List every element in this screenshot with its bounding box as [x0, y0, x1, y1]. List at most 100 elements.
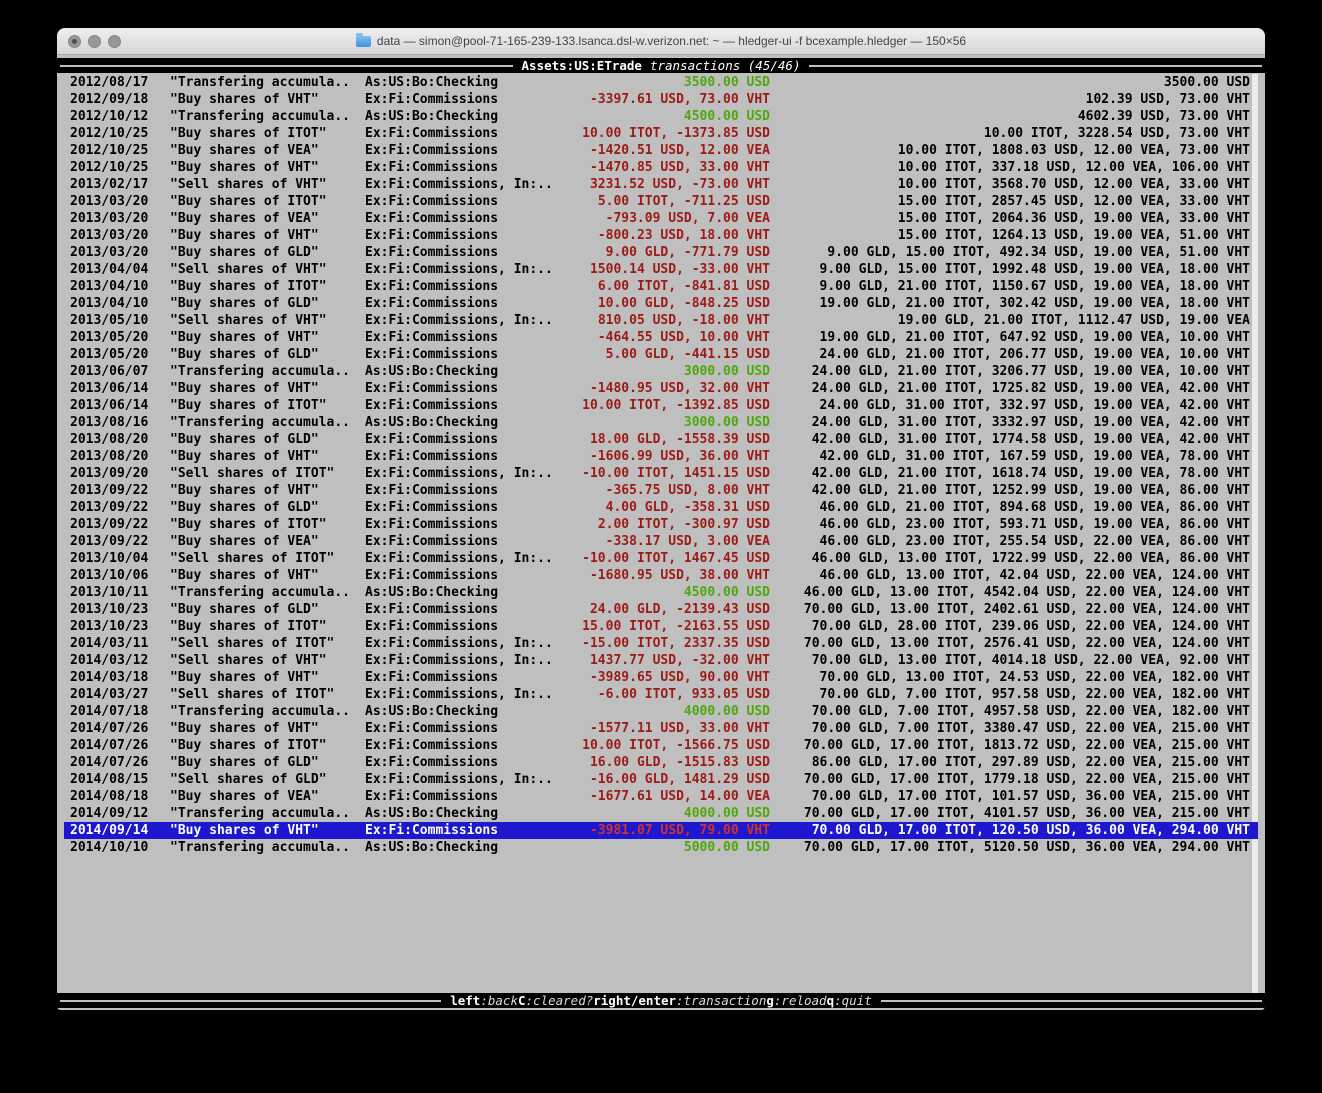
- txn-balance: 10.00 ITOT, 337.18 USD, 12.00 VEA, 106.0…: [897, 160, 1250, 175]
- txn-accounts: Ex:Fi:Commissions, In:..: [365, 177, 553, 192]
- txn-accounts: Ex:Fi:Commissions: [365, 568, 499, 583]
- transaction-row[interactable]: 2013/04/04 "Sell shares of VHT" Ex:Fi:Comm…: [64, 261, 1258, 278]
- transaction-row[interactable]: 2013/03/20 "Buy shares of VEA" Ex:Fi:Commi…: [64, 210, 1258, 227]
- txn-accounts: Ex:Fi:Commissions: [365, 602, 499, 617]
- txn-balance: 70.00 GLD, 17.00 ITOT, 120.50 USD, 36.00…: [811, 823, 1250, 838]
- transaction-row[interactable]: 2014/10/10 "Transfering accumula.. As:US:B…: [64, 839, 1258, 856]
- txn-date: 2013/09/20: [70, 466, 149, 481]
- txn-balance: 3500.00 USD: [1163, 75, 1250, 90]
- transaction-row[interactable]: 2013/03/20 "Buy shares of GLD" Ex:Fi:Commi…: [64, 244, 1258, 261]
- transaction-row[interactable]: 2014/03/12 "Sell shares of VHT" Ex:Fi:Comm…: [64, 652, 1258, 669]
- txn-change: 5.00 ITOT, -711.25 USD: [597, 194, 770, 209]
- transaction-row[interactable]: 2013/08/16 "Transfering accumula.. As:US:B…: [64, 414, 1258, 431]
- txn-date: 2012/10/25: [70, 143, 149, 158]
- minimize-button[interactable]: [88, 35, 101, 48]
- transaction-list: 2012/08/17 "Transfering accumula.. As:US:B…: [64, 74, 1258, 856]
- txn-balance: 70.00 GLD, 13.00 ITOT, 2402.61 USD, 22.0…: [803, 602, 1250, 617]
- txn-description: "Transfering accumula..: [170, 806, 351, 821]
- txn-accounts: As:US:Bo:Checking: [365, 704, 499, 719]
- txn-date: 2012/10/12: [70, 109, 149, 124]
- txn-date: 2013/03/20: [70, 228, 149, 243]
- transaction-row[interactable]: 2013/09/22 "Buy shares of ITOT" Ex:Fi:Comm…: [64, 516, 1258, 533]
- key-hint-desc: :reload: [773, 993, 827, 1008]
- transaction-row[interactable]: 2013/10/23 "Buy shares of ITOT" Ex:Fi:Comm…: [64, 618, 1258, 635]
- transaction-row[interactable]: 2012/08/17 "Transfering accumula.. As:US:B…: [64, 74, 1258, 91]
- transaction-row[interactable]: 2013/09/22 "Buy shares of VHT" Ex:Fi:Commi…: [64, 482, 1258, 499]
- txn-accounts: Ex:Fi:Commissions: [365, 194, 499, 209]
- txn-accounts: Ex:Fi:Commissions, In:..: [365, 551, 553, 566]
- window-titlebar: data — simon@pool-71-165-239-133.lsanca.…: [57, 28, 1265, 55]
- transaction-row[interactable]: 2013/05/10 "Sell shares of VHT" Ex:Fi:Comm…: [64, 312, 1258, 329]
- transaction-row[interactable]: 2013/10/04 "Sell shares of ITOT" Ex:Fi:Com…: [64, 550, 1258, 567]
- transaction-row[interactable]: 2013/10/23 "Buy shares of GLD" Ex:Fi:Commi…: [64, 601, 1258, 618]
- txn-accounts: Ex:Fi:Commissions: [365, 738, 499, 753]
- transaction-row[interactable]: 2014/07/26 "Buy shares of ITOT" Ex:Fi:Comm…: [64, 737, 1258, 754]
- transaction-row[interactable]: 2013/05/20 "Buy shares of GLD" Ex:Fi:Commi…: [64, 346, 1258, 363]
- transaction-row[interactable]: 2014/08/18 "Buy shares of VEA" Ex:Fi:Commi…: [64, 788, 1258, 805]
- close-button[interactable]: [68, 35, 81, 48]
- txn-change: -10.00 ITOT, 1467.45 USD: [582, 551, 770, 566]
- txn-description: "Sell shares of VHT": [170, 177, 327, 192]
- transaction-row[interactable]: 2014/09/14 "Buy shares of VHT" Ex:Fi:Commi…: [64, 822, 1258, 839]
- terminal-window: data — simon@pool-71-165-239-133.lsanca.…: [57, 28, 1265, 1010]
- transaction-row[interactable]: 2012/10/12 "Transfering accumula.. As:US:B…: [64, 108, 1258, 125]
- transaction-row[interactable]: 2012/10/25 "Buy shares of VEA" Ex:Fi:Commi…: [64, 142, 1258, 159]
- transaction-row[interactable]: 2013/10/06 "Buy shares of VHT" Ex:Fi:Commi…: [64, 567, 1258, 584]
- window-title-text: data — simon@pool-71-165-239-133.lsanca.…: [376, 34, 967, 48]
- screen-mode-label: transactions (45/46): [649, 58, 801, 73]
- txn-description: "Buy shares of ITOT": [170, 619, 327, 634]
- txn-change: 24.00 GLD, -2139.43 USD: [589, 602, 770, 617]
- transaction-row[interactable]: 2012/09/18 "Buy shares of VHT" Ex:Fi:Commi…: [64, 91, 1258, 108]
- transaction-row[interactable]: 2013/05/20 "Buy shares of VHT" Ex:Fi:Commi…: [64, 329, 1258, 346]
- txn-accounts: Ex:Fi:Commissions: [365, 483, 499, 498]
- txn-description: "Sell shares of ITOT": [170, 687, 335, 702]
- transaction-row[interactable]: 2014/03/18 "Buy shares of VHT" Ex:Fi:Commi…: [64, 669, 1258, 686]
- txn-date: 2013/08/16: [70, 415, 149, 430]
- txn-date: 2012/08/17: [70, 75, 149, 90]
- transaction-row[interactable]: 2013/06/14 "Buy shares of ITOT" Ex:Fi:Comm…: [64, 397, 1258, 414]
- transaction-row[interactable]: 2014/07/18 "Transfering accumula.. As:US:B…: [64, 703, 1258, 720]
- transaction-row[interactable]: 2013/09/22 "Buy shares of VEA" Ex:Fi:Commi…: [64, 533, 1258, 550]
- transaction-row[interactable]: 2013/03/20 "Buy shares of VHT" Ex:Fi:Commi…: [64, 227, 1258, 244]
- txn-date: 2013/10/23: [70, 602, 149, 617]
- transaction-row[interactable]: 2013/04/10 "Buy shares of GLD" Ex:Fi:Commi…: [64, 295, 1258, 312]
- txn-accounts: Ex:Fi:Commissions: [365, 296, 499, 311]
- txn-change: 10.00 GLD, -848.25 USD: [597, 296, 770, 311]
- transaction-row[interactable]: 2014/03/27 "Sell shares of ITOT" Ex:Fi:Com…: [64, 686, 1258, 703]
- txn-change: 3500.00 USD: [683, 75, 770, 90]
- transaction-row[interactable]: 2013/02/17 "Sell shares of VHT" Ex:Fi:Comm…: [64, 176, 1258, 193]
- transaction-row[interactable]: 2013/09/22 "Buy shares of GLD" Ex:Fi:Commi…: [64, 499, 1258, 516]
- transaction-row[interactable]: 2013/08/20 "Buy shares of VHT" Ex:Fi:Commi…: [64, 448, 1258, 465]
- transaction-row[interactable]: 2012/10/25 "Buy shares of ITOT" Ex:Fi:Comm…: [64, 125, 1258, 142]
- txn-change: 5.00 GLD, -441.15 USD: [605, 347, 770, 362]
- txn-change: 1437.77 USD, -32.00 VHT: [589, 653, 770, 668]
- txn-description: "Transfering accumula..: [170, 415, 351, 430]
- transaction-row[interactable]: 2013/08/20 "Buy shares of GLD" Ex:Fi:Commi…: [64, 431, 1258, 448]
- transaction-row[interactable]: 2013/03/20 "Buy shares of ITOT" Ex:Fi:Comm…: [64, 193, 1258, 210]
- transaction-row[interactable]: 2013/04/10 "Buy shares of ITOT" Ex:Fi:Comm…: [64, 278, 1258, 295]
- transaction-row[interactable]: 2013/06/14 "Buy shares of VHT" Ex:Fi:Commi…: [64, 380, 1258, 397]
- txn-date: 2013/09/22: [70, 483, 149, 498]
- transaction-row[interactable]: 2014/09/12 "Transfering accumula.. As:US:B…: [64, 805, 1258, 822]
- transaction-row[interactable]: 2012/10/25 "Buy shares of VHT" Ex:Fi:Commi…: [64, 159, 1258, 176]
- transaction-row[interactable]: 2013/06/07 "Transfering accumula.. As:US:B…: [64, 363, 1258, 380]
- txn-date: 2014/10/10: [70, 840, 149, 855]
- txn-description: "Transfering accumula..: [170, 75, 351, 90]
- transaction-row[interactable]: 2013/10/11 "Transfering accumula.. As:US:B…: [64, 584, 1258, 601]
- txn-date: 2013/10/06: [70, 568, 149, 583]
- txn-date: 2013/09/22: [70, 500, 149, 515]
- transaction-row[interactable]: 2014/07/26 "Buy shares of VHT" Ex:Fi:Commi…: [64, 720, 1258, 737]
- key-hint-key: left: [450, 993, 481, 1008]
- transaction-row[interactable]: 2014/03/11 "Sell shares of ITOT" Ex:Fi:Com…: [64, 635, 1258, 652]
- zoom-button[interactable]: [108, 35, 121, 48]
- txn-change: 15.00 ITOT, -2163.55 USD: [582, 619, 770, 634]
- transaction-row[interactable]: 2013/09/20 "Sell shares of ITOT" Ex:Fi:Com…: [64, 465, 1258, 482]
- txn-change: 10.00 ITOT, -1566.75 USD: [582, 738, 770, 753]
- txn-balance: 70.00 GLD, 28.00 ITOT, 239.06 USD, 22.00…: [811, 619, 1250, 634]
- txn-change: 18.00 GLD, -1558.39 USD: [589, 432, 770, 447]
- transaction-row[interactable]: 2014/07/26 "Buy shares of GLD" Ex:Fi:Commi…: [64, 754, 1258, 771]
- txn-date: 2013/04/04: [70, 262, 149, 277]
- transaction-row[interactable]: 2014/08/15 "Sell shares of GLD" Ex:Fi:Comm…: [64, 771, 1258, 788]
- scrollbar-track[interactable]: [1252, 74, 1258, 993]
- txn-description: "Buy shares of VHT": [170, 160, 319, 175]
